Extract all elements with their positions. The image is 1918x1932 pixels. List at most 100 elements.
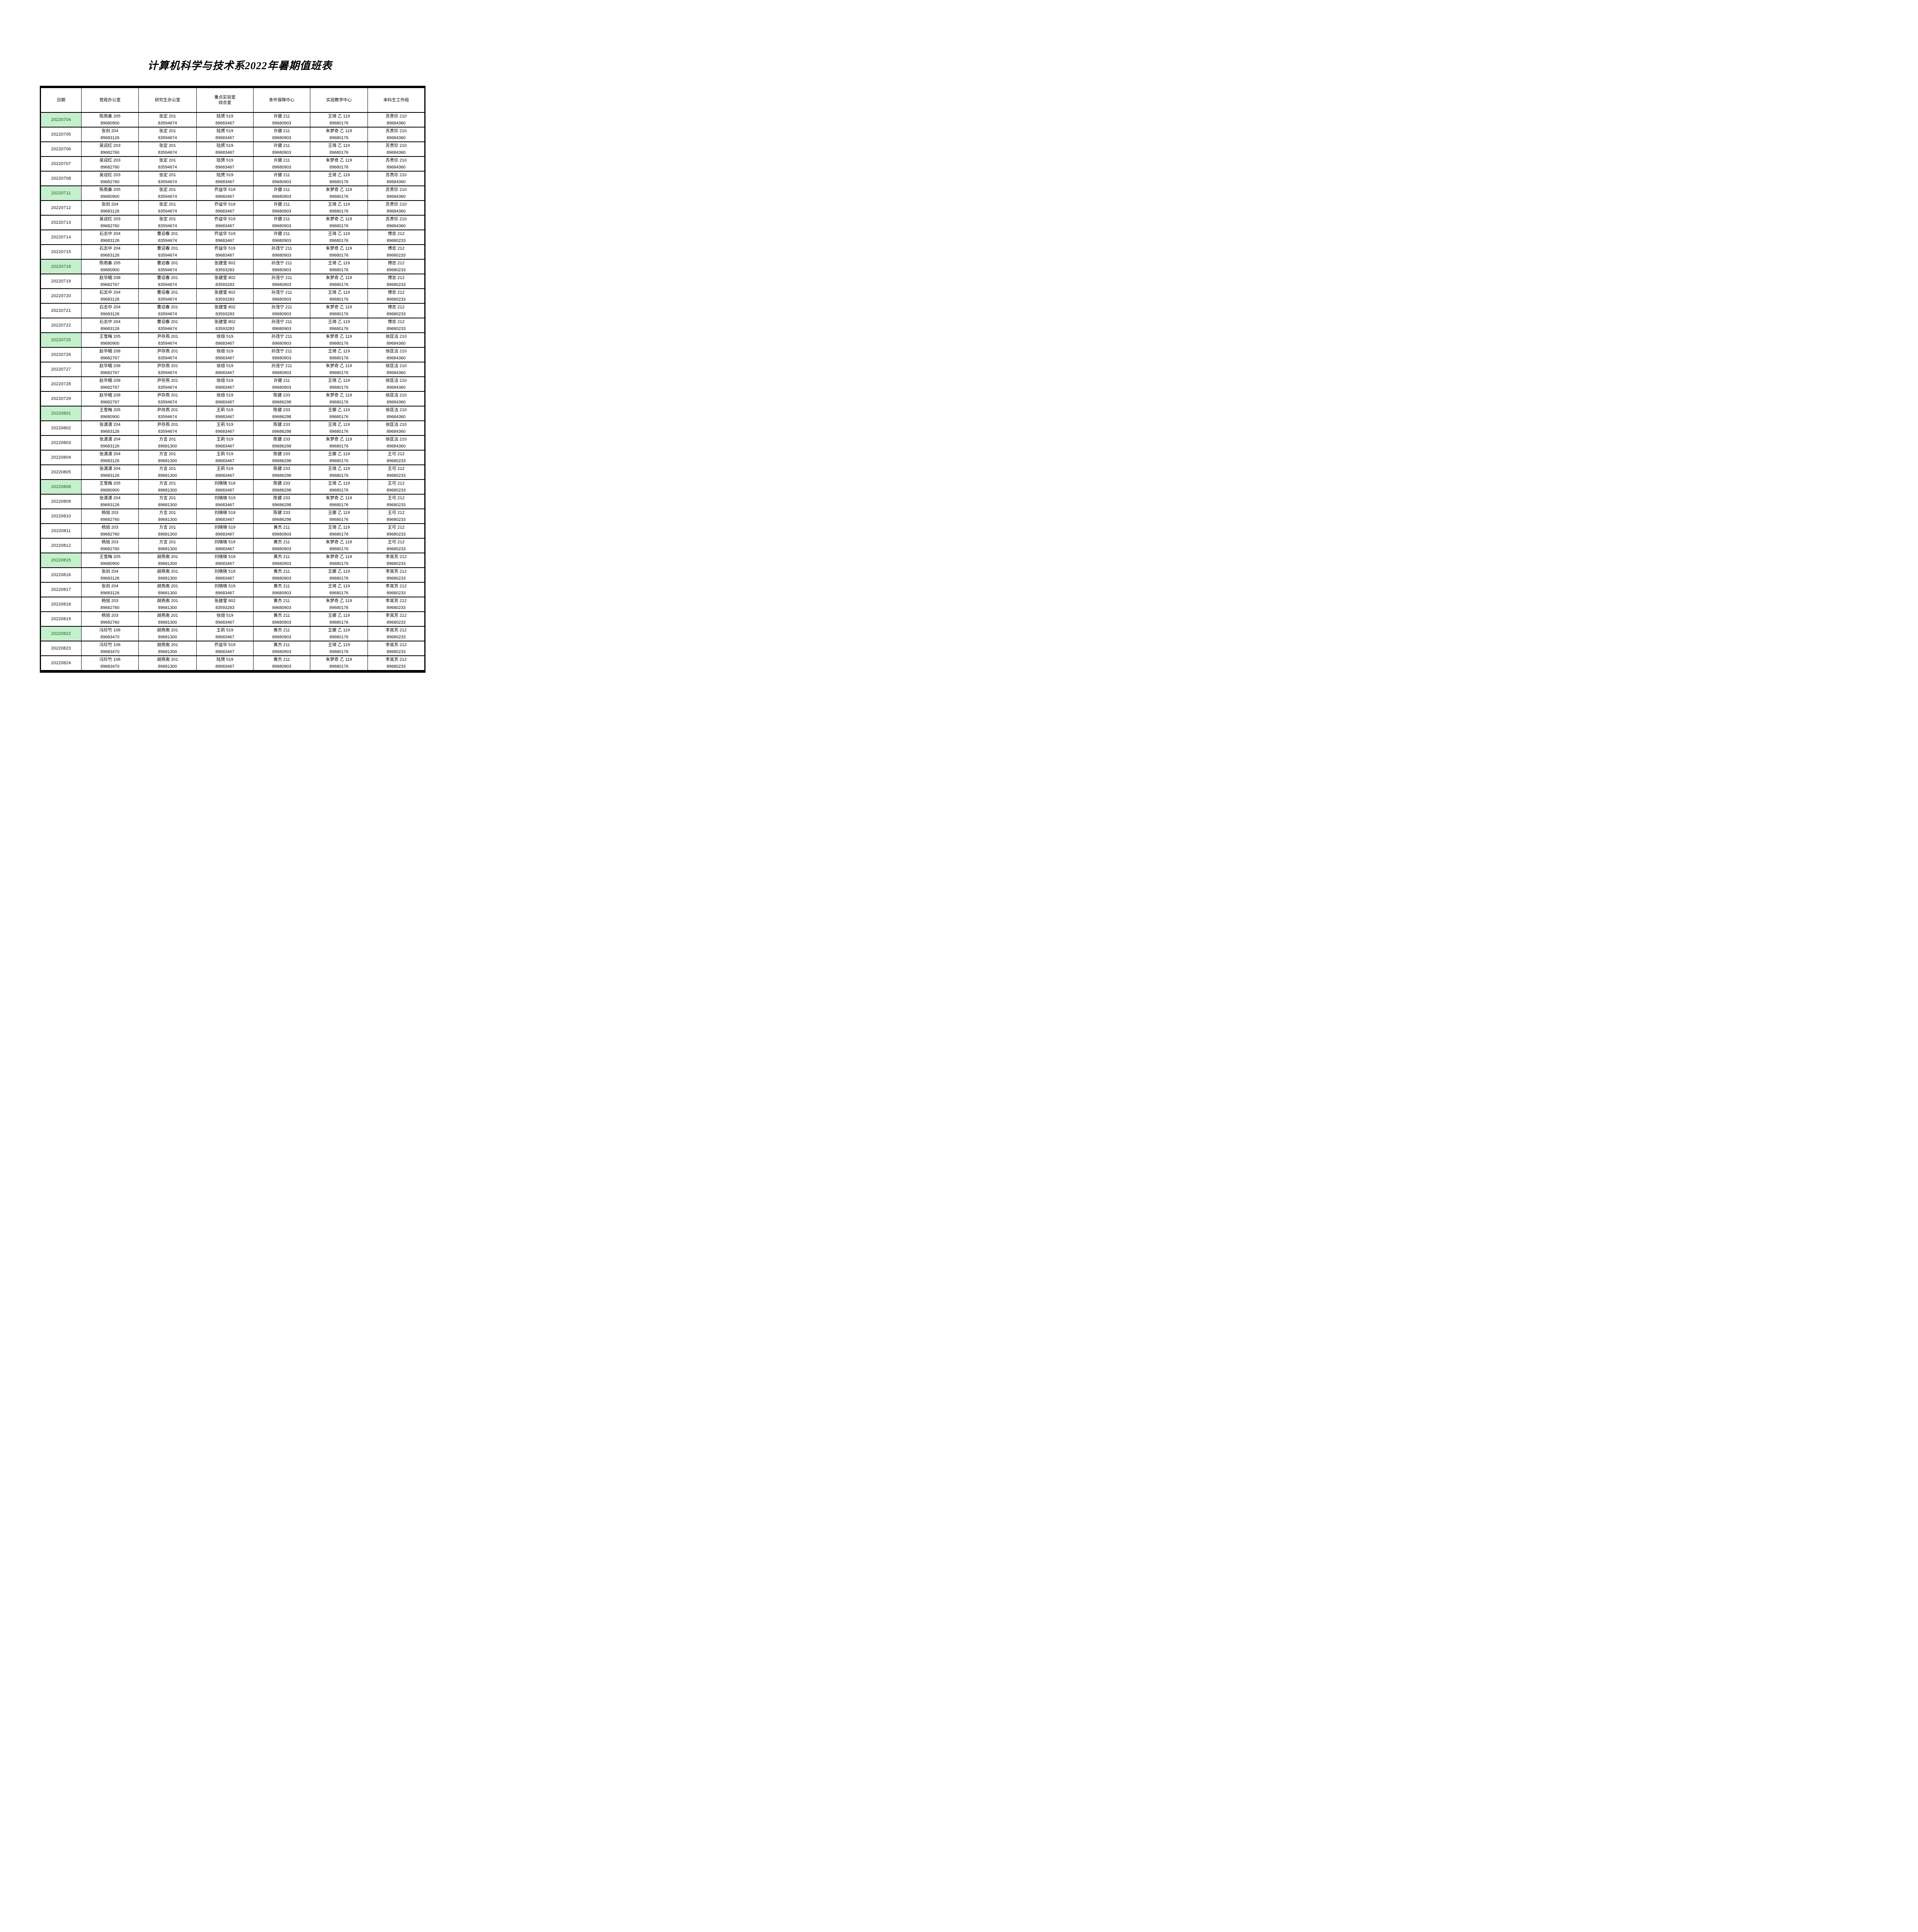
duty-phone: 89686298 bbox=[272, 444, 291, 449]
duty-person-room: 徐烜 519 bbox=[216, 613, 233, 618]
duty-phone: 89680233 bbox=[386, 459, 406, 463]
duty-phone: 83594674 bbox=[158, 371, 177, 375]
duty-cell: 徐匡洁 210 89684360 bbox=[368, 420, 425, 436]
duty-phone: 89680903 bbox=[272, 312, 291, 316]
date-cell: 20220816 bbox=[40, 567, 82, 583]
duty-person-room: 徐烜 519 bbox=[216, 334, 233, 339]
duty-person-room: 王琦 乙 119 bbox=[328, 466, 350, 471]
duty-cell: 孙茂宁 211 89680903 bbox=[253, 332, 310, 348]
duty-phone: 89680900 bbox=[100, 268, 119, 272]
duty-person-room: 孙茂宁 211 bbox=[271, 276, 292, 280]
duty-cell: 黄杰 211 89680903 bbox=[253, 553, 310, 568]
duty-phone: 89683467 bbox=[215, 664, 235, 669]
duty-person-room: 石志中 204 bbox=[99, 246, 121, 251]
duty-phone: 89681300 bbox=[158, 620, 177, 625]
duty-phone: 89683467 bbox=[215, 209, 235, 214]
duty-person-room: 刘晓晓 519 bbox=[214, 496, 236, 500]
duty-person-room: 张建莹 802 bbox=[214, 276, 236, 280]
duty-person-room: 李其芳 212 bbox=[385, 569, 407, 574]
duty-phone: 89680176 bbox=[329, 517, 349, 522]
duty-phone: 83593283 bbox=[215, 282, 235, 287]
date-cell: 20220812 bbox=[40, 538, 82, 553]
duty-cell: 王琦 乙 119 89680176 bbox=[310, 141, 368, 157]
duty-person-room: 王琦 乙 119 bbox=[328, 481, 350, 486]
duty-cell: 陆赟 519 89683467 bbox=[196, 141, 254, 157]
duty-person-room: 刘晓晓 519 bbox=[214, 540, 236, 544]
duty-person-room: 朱梦奇 乙 119 bbox=[326, 599, 352, 603]
duty-phone: 89680176 bbox=[329, 444, 349, 449]
duty-phone: 89680176 bbox=[329, 136, 349, 140]
duty-person-room: 傅忠 212 bbox=[388, 261, 405, 265]
duty-cell: 苏贵珍 210 89684360 bbox=[368, 171, 425, 186]
duty-cell: 王琦 乙 119 89680176 bbox=[310, 641, 368, 656]
duty-person-room: 胡燕南 201 bbox=[157, 599, 178, 603]
duty-person-room: 许健 211 bbox=[273, 217, 290, 221]
duty-phone: 89683467 bbox=[215, 224, 235, 228]
duty-phone: 89683467 bbox=[215, 165, 235, 170]
duty-person-room: 王琦 乙 119 bbox=[328, 584, 350, 588]
duty-person-room: 王莉 519 bbox=[216, 408, 233, 412]
duty-cell: 王雪梅 205 89680900 bbox=[81, 406, 139, 421]
duty-cell: 赵华帼 208 89682767 bbox=[81, 376, 139, 392]
duty-cell: 张剡 204 89683126 bbox=[81, 567, 139, 583]
duty-person-room: 傅忠 212 bbox=[388, 320, 405, 324]
duty-person-room: 朱梦奇 乙 119 bbox=[326, 246, 352, 251]
duty-phone: 89683126 bbox=[100, 459, 119, 463]
duty-person-room: 石志中 204 bbox=[99, 231, 121, 236]
duty-cell: 张剡 204 89683126 bbox=[81, 582, 139, 597]
duty-person-room: 胡燕南 201 bbox=[157, 657, 178, 662]
duty-person-room: 徐烜 519 bbox=[216, 378, 233, 383]
duty-cell: 尹存燕 201 83594674 bbox=[138, 347, 197, 362]
duty-person-room: 刘晓晓 519 bbox=[214, 510, 236, 515]
duty-phone: 89683126 bbox=[100, 312, 119, 316]
duty-phone: 89680903 bbox=[272, 664, 291, 669]
duty-person-room: 李其芳 212 bbox=[385, 584, 407, 588]
duty-cell: 张潇潇 204 89683126 bbox=[81, 494, 139, 509]
date-cell: 20220715 bbox=[40, 244, 82, 260]
duty-cell: 方言 201 89681300 bbox=[138, 538, 197, 553]
duty-person-room: 许健 211 bbox=[273, 187, 290, 192]
duty-phone: 89686298 bbox=[272, 488, 291, 493]
duty-cell: 黄杰 211 89680903 bbox=[253, 641, 310, 656]
column-header-undergrad-group: 本科生工作组 bbox=[368, 87, 425, 113]
duty-person-room: 许健 211 bbox=[273, 378, 290, 383]
duty-cell: 孙茂宁 211 89680903 bbox=[253, 347, 310, 362]
date-cell: 20220718 bbox=[40, 259, 82, 274]
duty-cell: 黄杰 211 89680903 bbox=[253, 655, 310, 672]
duty-person-room: 王琦 乙 119 bbox=[328, 231, 350, 236]
duty-person-room: 王可 212 bbox=[388, 496, 405, 500]
duty-phone: 89680176 bbox=[329, 620, 349, 625]
duty-person-room: 王琦 乙 119 bbox=[328, 349, 350, 354]
duty-cell: 黄杰 211 89680903 bbox=[253, 611, 310, 627]
duty-person-room: 王琦 乙 119 bbox=[328, 114, 350, 119]
duty-phone: 89680233 bbox=[386, 532, 406, 537]
duty-cell: 朱梦奇 乙 119 89680176 bbox=[310, 391, 368, 406]
duty-cell: 王娜 乙 119 89680176 bbox=[310, 611, 368, 627]
duty-phone: 89680176 bbox=[329, 341, 349, 346]
table-row: 20220801 王雪梅 205 89680900 尹存燕 201 83594674 王莉… bbox=[40, 406, 425, 421]
duty-cell: 陈健 233 89686298 bbox=[253, 464, 310, 480]
duty-phone: 89683470 bbox=[100, 664, 119, 669]
duty-person-room: 王琦 乙 119 bbox=[328, 422, 350, 427]
duty-phone: 89680176 bbox=[329, 121, 349, 126]
duty-person-room: 黄杰 211 bbox=[273, 540, 290, 544]
duty-cell: 王琦 乙 119 89680176 bbox=[310, 112, 368, 128]
duty-phone: 89680903 bbox=[272, 121, 291, 126]
duty-schedule-table: 日期 党政办公室 研究生办公室 重点实验室 综合室 条件保障中心 实验教学中心 bbox=[40, 86, 425, 673]
duty-phone: 89683126 bbox=[100, 503, 119, 507]
duty-person-room: 朱梦奇 乙 119 bbox=[326, 334, 352, 339]
duty-person-room: 尹存燕 201 bbox=[157, 349, 178, 354]
duty-person-room: 曹迎春 201 bbox=[157, 231, 178, 236]
duty-person-room: 傅忠 212 bbox=[388, 231, 405, 236]
duty-person-room: 徐匡洁 210 bbox=[385, 378, 407, 383]
duty-person-room: 陈雨秦 205 bbox=[99, 114, 121, 119]
duty-cell: 朱梦奇 乙 119 89680176 bbox=[310, 332, 368, 348]
duty-person-room: 乔益华 519 bbox=[214, 246, 236, 251]
duty-person-room: 陆赟 519 bbox=[216, 143, 233, 148]
duty-cell: 王琦 乙 119 89680176 bbox=[310, 347, 368, 362]
duty-person-room: 陈健 233 bbox=[273, 481, 290, 486]
duty-person-room: 张定 201 bbox=[159, 143, 176, 148]
table-row: 20220811 杨旭 203 89682760 方言 201 89681300 刘晓晓 … bbox=[40, 523, 425, 539]
table-row: 20220809 张潇潇 204 89683126 方言 201 89681300 刘晓晓… bbox=[40, 494, 425, 509]
duty-phone: 89680176 bbox=[329, 297, 349, 302]
